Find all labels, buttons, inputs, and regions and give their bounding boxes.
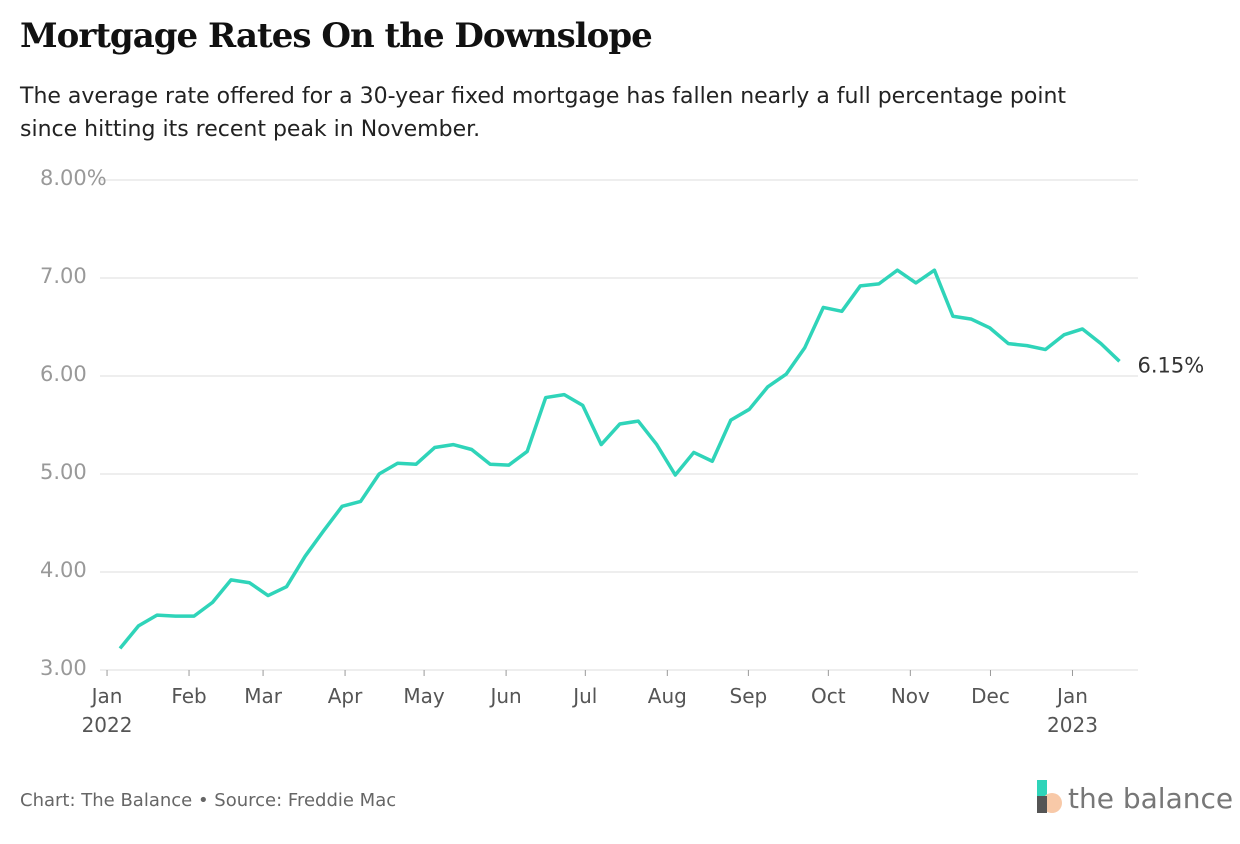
x-tick-label: May bbox=[403, 684, 445, 708]
y-tick-label: 5.00 bbox=[40, 460, 87, 484]
subtitle: The average rate offered for a 30-year f… bbox=[19, 84, 1066, 109]
x-tick-label: Mar bbox=[244, 684, 283, 708]
y-tick-label: 3.00 bbox=[40, 656, 87, 680]
y-tick-label: 4.00 bbox=[40, 558, 87, 582]
x-tick-label: Sep bbox=[730, 684, 768, 708]
x-tick-label: Feb bbox=[171, 684, 206, 708]
x-tick-label: Jun bbox=[488, 684, 521, 708]
brand: the balance bbox=[1068, 782, 1233, 815]
x-tick-label: Jan 2022 bbox=[82, 684, 133, 737]
x-tick-label: Apr bbox=[328, 684, 363, 708]
data-label: 6.15% bbox=[1137, 353, 1204, 377]
y-tick-label: 8.00% bbox=[40, 166, 107, 190]
y-tick-label: 6.00 bbox=[40, 362, 87, 386]
line bbox=[118, 268, 1121, 650]
x-tick-label: Oct bbox=[811, 684, 846, 708]
x-tick-label: Jan 2023 bbox=[1047, 684, 1098, 737]
x-tick-label: Aug bbox=[648, 684, 687, 708]
source: Chart: The Balance • Source: Freddie Mac bbox=[20, 790, 396, 811]
subtitle: since hitting its recent peak in Novembe… bbox=[20, 117, 480, 142]
x-tick-label: Dec bbox=[971, 684, 1010, 708]
x-tick-label: Nov bbox=[891, 684, 930, 708]
x-tick-label: Jul bbox=[571, 684, 597, 708]
logo bbox=[1037, 780, 1062, 813]
chart-title: Mortgage Rates On the Downslope bbox=[20, 16, 652, 56]
y-tick-label: 7.00 bbox=[40, 264, 87, 288]
